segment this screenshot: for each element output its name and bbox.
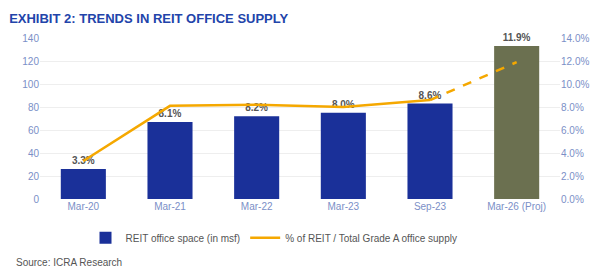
svg-text:100: 100	[22, 79, 39, 90]
svg-text:0.0%: 0.0%	[561, 194, 584, 205]
svg-text:8.2%: 8.2%	[245, 102, 268, 113]
svg-text:80: 80	[28, 102, 40, 113]
svg-text:Source: ICRA Research: Source: ICRA Research	[16, 257, 122, 268]
svg-text:3.3%: 3.3%	[72, 155, 95, 166]
svg-text:14.0%: 14.0%	[561, 33, 589, 44]
svg-text:% of REIT / Total Grade A offi: % of REIT / Total Grade A office supply	[285, 233, 457, 244]
svg-text:8.6%: 8.6%	[419, 90, 442, 101]
svg-text:20: 20	[28, 171, 40, 182]
svg-text:EXHIBIT 2: TRENDS IN REIT OFFI: EXHIBIT 2: TRENDS IN REIT OFFICE SUPPLY	[9, 11, 288, 26]
svg-text:Sep-23: Sep-23	[414, 201, 447, 212]
svg-text:Mar-22: Mar-22	[241, 201, 273, 212]
svg-text:4.0%: 4.0%	[561, 148, 584, 159]
svg-text:140: 140	[22, 33, 39, 44]
svg-text:Mar-20: Mar-20	[67, 201, 99, 212]
svg-text:Mar-21: Mar-21	[154, 201, 186, 212]
svg-text:10.0%: 10.0%	[561, 79, 589, 90]
svg-text:REIT office space (in msf): REIT office space (in msf)	[126, 233, 241, 244]
svg-text:120: 120	[22, 56, 39, 67]
svg-text:8.1%: 8.1%	[159, 108, 182, 119]
svg-text:0: 0	[33, 194, 39, 205]
svg-text:Mar-23: Mar-23	[327, 201, 359, 212]
svg-text:6.0%: 6.0%	[561, 125, 584, 136]
svg-text:12.0%: 12.0%	[561, 56, 589, 67]
svg-text:40: 40	[28, 148, 40, 159]
svg-text:8.0%: 8.0%	[561, 102, 584, 113]
svg-text:11.9%: 11.9%	[503, 32, 531, 43]
svg-text:8.0%: 8.0%	[332, 99, 355, 110]
svg-text:Mar-26 (Proj): Mar-26 (Proj)	[487, 201, 546, 212]
svg-text:2.0%: 2.0%	[561, 171, 584, 182]
svg-text:60: 60	[28, 125, 40, 136]
